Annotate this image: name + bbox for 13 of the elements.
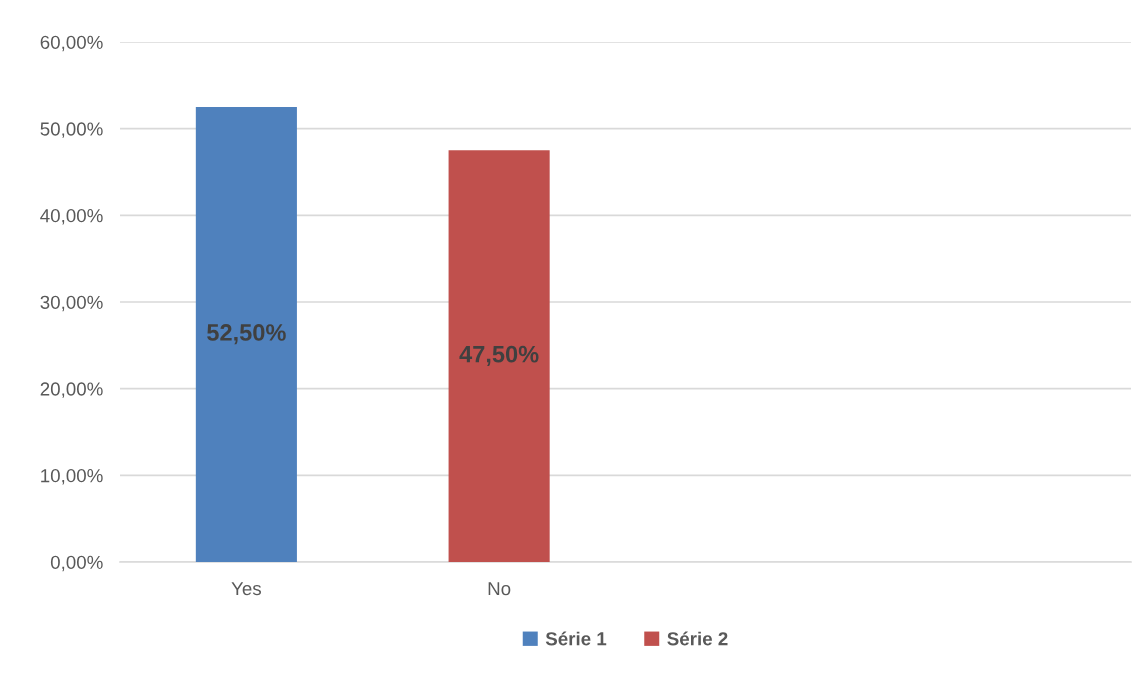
data-label: 52,50%	[207, 324, 286, 345]
y-tick-label: 10,00%	[41, 469, 103, 485]
legend-label: Série 2	[667, 631, 728, 646]
y-tick-label: 20,00%	[40, 382, 103, 398]
x-tick-label: Yes	[231, 582, 261, 596]
y-tick-label: 0,00%	[50, 555, 103, 572]
legend-label: Série 1	[545, 631, 607, 646]
y-tick-label: 40,00%	[40, 209, 103, 225]
x-tick-label: No	[488, 582, 511, 596]
y-tick-label: 60,00%	[40, 35, 103, 52]
y-tick-label: 50,00%	[40, 122, 103, 138]
data-label: 47,50%	[459, 345, 539, 366]
y-tick-label: 30,00%	[40, 295, 103, 312]
